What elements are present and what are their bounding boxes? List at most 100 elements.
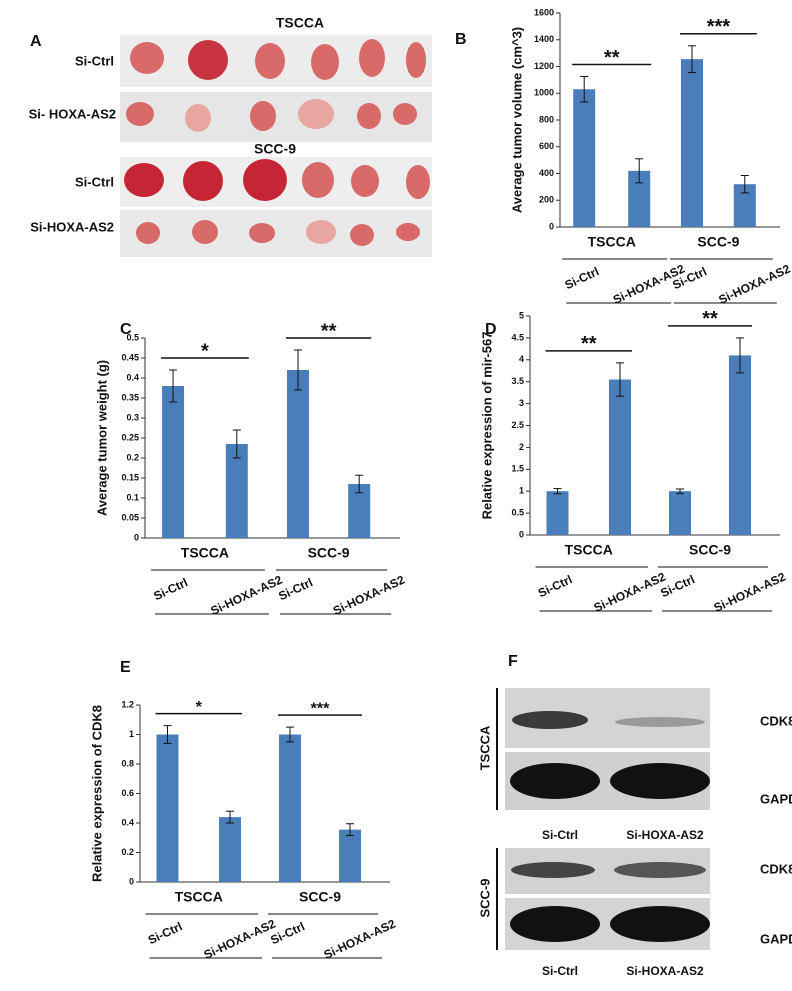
panel-label: F	[508, 653, 518, 670]
category-label: Si-Ctrl	[151, 575, 190, 603]
bar	[225, 444, 248, 538]
category-label: Si-HOXA-AS2	[592, 569, 668, 615]
group-label: TSCCA	[181, 545, 229, 561]
y-tick-label: 3.5	[511, 376, 524, 386]
lane-label: Si-HOXA-AS2	[626, 964, 704, 978]
significance-mark: ***	[707, 16, 731, 38]
significance-mark: *	[196, 699, 203, 716]
bar	[609, 379, 631, 535]
y-tick-label: 0	[134, 532, 139, 542]
photo-title: TSCCA	[276, 15, 324, 31]
y-tick-label: 0.8	[121, 758, 134, 768]
panel-label: B	[455, 31, 467, 48]
bar	[546, 491, 569, 535]
y-tick-label: 3	[519, 398, 524, 408]
category-label: Si-HOXA-AS2	[208, 572, 284, 618]
group-label: SCC-9	[308, 545, 350, 561]
y-tick-label: 4.5	[511, 332, 524, 342]
bar	[669, 491, 691, 535]
bar	[339, 829, 361, 882]
y-tick-label: 0.35	[121, 392, 139, 402]
y-tick-label: 0	[519, 529, 524, 539]
category-label: Si-HOXA-AS2	[202, 916, 278, 962]
category-label: Si-HOXA-AS2	[712, 569, 788, 615]
lane-label: Si-Ctrl	[542, 964, 578, 978]
bar	[162, 386, 185, 538]
significance-mark: ***	[311, 700, 330, 717]
tumor-photos	[120, 35, 432, 257]
group-label: TSCCA	[588, 234, 636, 250]
band-label: CDK8	[760, 861, 792, 876]
panel-label: D	[485, 321, 497, 338]
y-tick-label: 0.05	[121, 512, 139, 522]
y-tick-label: 0.6	[121, 788, 134, 798]
panel-label: C	[120, 321, 132, 338]
y-tick-label: 0.45	[121, 352, 139, 362]
bar	[279, 734, 301, 882]
band-label: GAPDH	[760, 931, 792, 946]
y-tick-label: 1000	[534, 88, 554, 98]
bar	[733, 184, 756, 227]
western-blots	[496, 688, 710, 950]
group-label: TSCCA	[565, 542, 613, 558]
bar	[628, 170, 651, 227]
band-label: CDK8	[760, 713, 792, 728]
bar	[287, 370, 309, 538]
group-label: TSCCA	[477, 725, 492, 770]
row-label: Si- HOXA-AS2	[29, 106, 116, 121]
y-tick-label: 1400	[534, 34, 554, 44]
y-tick-label: 1	[129, 729, 134, 739]
group-label: SCC-9	[697, 234, 739, 250]
row-label: Si-HOXA-AS2	[30, 219, 114, 234]
y-tick-label: 4	[519, 354, 524, 364]
significance-mark: **	[321, 320, 337, 342]
y-tick-label: 0.25	[121, 432, 139, 442]
y-tick-label: 0.3	[126, 412, 139, 422]
row-label: Si-Ctrl	[75, 53, 114, 68]
row-label: Si-Ctrl	[75, 174, 114, 189]
category-label: Si-Ctrl	[563, 264, 602, 292]
bar	[573, 89, 596, 227]
y-tick-label: 0.4	[126, 372, 139, 382]
y-tick-label: 800	[539, 114, 554, 124]
group-label: SCC-9	[477, 878, 492, 917]
y-tick-label: 0.1	[126, 492, 139, 502]
y-axis-label: Relative expression of CDK8	[89, 705, 104, 882]
bar	[681, 59, 703, 227]
category-label: Si-HOXA-AS2	[716, 261, 792, 307]
group-label: SCC-9	[299, 889, 341, 905]
lane-label: Si-HOXA-AS2	[626, 828, 704, 842]
y-axis-label: Relative expression of mir-567	[479, 332, 494, 520]
group-label: SCC-9	[689, 542, 731, 558]
bar	[219, 817, 241, 882]
significance-mark: **	[581, 333, 597, 355]
category-label: Si-Ctrl	[276, 575, 315, 603]
category-label: Si-Ctrl	[536, 572, 575, 600]
y-tick-label: 1600	[534, 7, 554, 17]
y-tick-label: 400	[539, 168, 554, 178]
panel-label: A	[30, 33, 42, 50]
bar	[156, 734, 179, 882]
y-tick-label: 0.5	[511, 507, 524, 517]
significance-mark: **	[604, 47, 620, 69]
y-tick-label: 0	[549, 221, 554, 231]
y-tick-label: 2	[519, 442, 524, 452]
y-tick-label: 5	[519, 310, 524, 320]
significance-mark: **	[702, 308, 718, 330]
y-tick-label: 0.15	[121, 472, 139, 482]
y-tick-label: 2.5	[511, 420, 524, 430]
y-tick-label: 1.5	[511, 464, 524, 474]
bar	[348, 484, 371, 538]
y-tick-label: 1200	[534, 61, 554, 71]
category-label: Si-HOXA-AS2	[322, 916, 398, 962]
y-tick-label: 0.2	[126, 452, 139, 462]
significance-mark: *	[201, 340, 209, 362]
group-label: TSCCA	[175, 889, 223, 905]
y-axis-label: Average tumor weight (g)	[94, 360, 109, 516]
photo-title: SCC-9	[254, 141, 296, 157]
y-tick-label: 0	[129, 876, 134, 886]
y-tick-label: 0.5	[126, 332, 139, 342]
y-tick-label: 0.2	[121, 847, 134, 857]
y-tick-label: 1	[519, 486, 524, 496]
